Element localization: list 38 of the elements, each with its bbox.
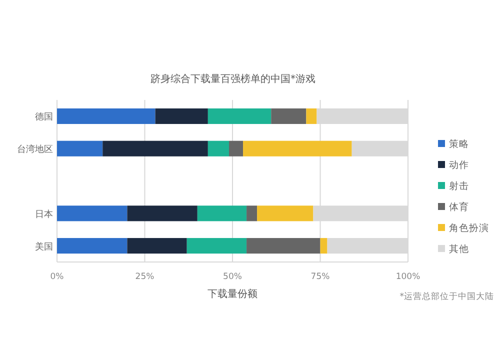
bar	[320, 238, 328, 254]
bar	[57, 206, 128, 222]
bar	[197, 206, 247, 222]
bar	[186, 238, 247, 254]
bar	[155, 108, 208, 124]
bar	[257, 206, 314, 222]
bar	[228, 140, 244, 156]
bar	[208, 140, 229, 156]
bar	[57, 140, 103, 156]
x-tick-label: 25%	[135, 272, 154, 282]
bar	[246, 206, 258, 222]
x-tick-label: 75%	[310, 272, 330, 282]
legend-label: 策略	[449, 138, 469, 150]
y-tick-label: 德国	[35, 112, 53, 123]
x-tick-label: 100%	[396, 272, 420, 282]
bar	[306, 108, 317, 124]
chart-title: 跻身综合下载量百强榜单的中国*游戏	[150, 73, 316, 85]
bar	[57, 238, 128, 254]
legend-label: 角色扮演	[449, 222, 489, 234]
bar	[208, 108, 272, 124]
bar	[243, 140, 352, 156]
x-axis-title: 下载量份额	[208, 288, 258, 300]
legend-label: 体育	[449, 201, 469, 213]
bar	[127, 206, 198, 222]
x-tick-label: 50%	[223, 272, 242, 282]
bar	[102, 140, 208, 156]
legend-label: 射击	[449, 180, 469, 192]
legend-label: 其他	[449, 243, 469, 255]
y-tick-label: 美国	[35, 241, 53, 252]
bar	[271, 108, 306, 124]
y-tick-label: 台湾地区	[17, 144, 53, 156]
bar	[127, 238, 187, 254]
bar	[246, 238, 320, 254]
text: *运营总部位于中国大陆	[400, 291, 494, 302]
x-tick-label: 0%	[50, 272, 64, 282]
bar	[57, 108, 156, 124]
legend-label: 动作	[449, 160, 469, 171]
y-tick-label: 日本	[35, 208, 53, 220]
